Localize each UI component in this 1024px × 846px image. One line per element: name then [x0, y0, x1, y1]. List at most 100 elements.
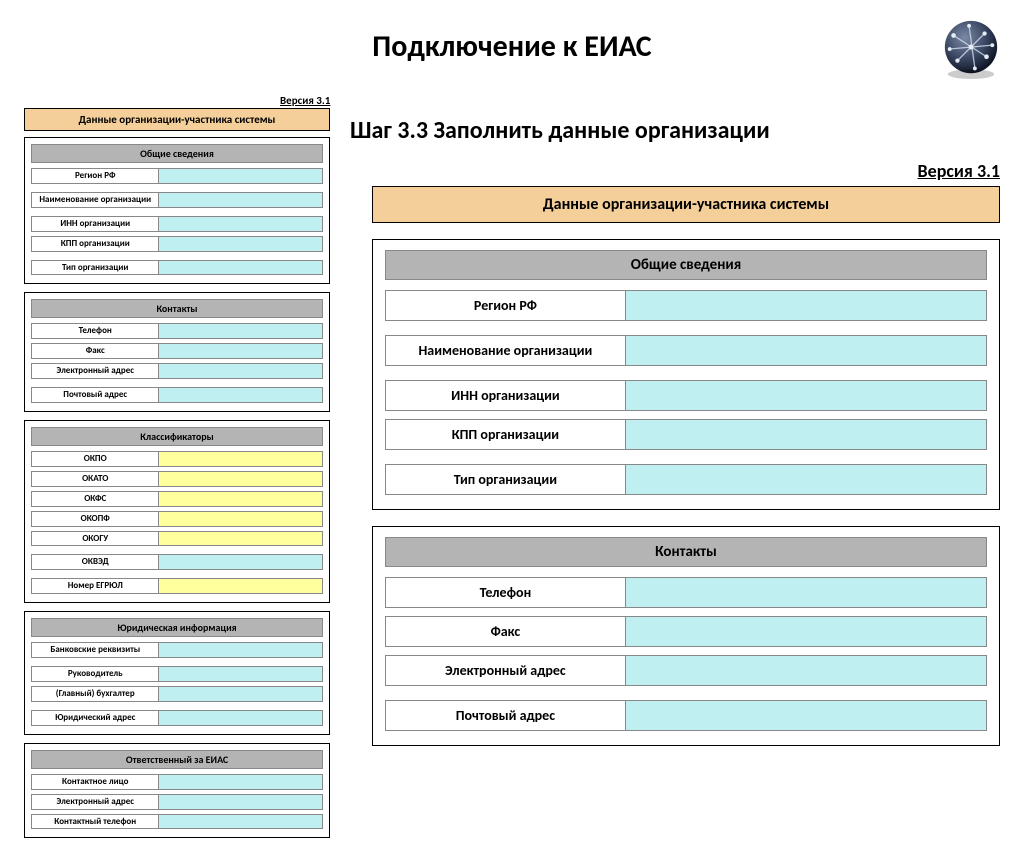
thumb-field-input[interactable] [159, 491, 323, 507]
thumb-field-input[interactable] [159, 363, 323, 379]
thumb-field-input[interactable] [159, 686, 323, 702]
thumb-field-input[interactable] [159, 642, 323, 658]
main-row: Телефон [385, 577, 987, 608]
thumb-row: ИНН организации [31, 216, 323, 232]
field-label: ИНН организации [385, 380, 626, 411]
field-label: Регион РФ [385, 290, 626, 321]
thumb-section-head: Юридическая информация [31, 618, 323, 637]
thumb-field-label: Номер ЕГРЮЛ [31, 578, 159, 594]
thumb-field-input[interactable] [159, 260, 323, 276]
globe-network-icon [940, 18, 1002, 80]
thumb-field-label: Факс [31, 343, 159, 359]
thumb-row: Контактное лицо [31, 774, 323, 790]
thumb-field-label: Юридический адрес [31, 710, 159, 726]
thumb-field-input[interactable] [159, 192, 323, 208]
field-input[interactable] [626, 464, 987, 495]
field-label: Наименование организации [385, 335, 626, 366]
version-label: Версия 3.1 [918, 160, 1000, 182]
thumb-field-input[interactable] [159, 578, 323, 594]
thumb-row: Юридический адрес [31, 710, 323, 726]
thumb-row: Телефон [31, 323, 323, 339]
thumb-row: ОКАТО [31, 471, 323, 487]
field-input[interactable] [626, 419, 987, 450]
thumb-field-input[interactable] [159, 710, 323, 726]
thumb-field-input[interactable] [159, 666, 323, 682]
thumb-row: ОКВЭД [31, 554, 323, 570]
thumb-field-label: Почтовый адрес [31, 387, 159, 403]
thumb-field-input[interactable] [159, 451, 323, 467]
thumb-row: Электронный адрес [31, 363, 323, 379]
thumb-field-label: ИНН организации [31, 216, 159, 232]
main-row: ИНН организации [385, 380, 987, 411]
field-input[interactable] [626, 335, 987, 366]
field-label: Телефон [385, 577, 626, 608]
thumb-row: Руководитель [31, 666, 323, 682]
thumb-field-label: Банковские реквизиты [31, 642, 159, 658]
field-label: Почтовый адрес [385, 700, 626, 731]
page-title: Подключение к ЕИАС [0, 28, 1024, 65]
thumb-field-input[interactable] [159, 236, 323, 252]
main-row: Регион РФ [385, 290, 987, 321]
thumb-field-label: Тип организации [31, 260, 159, 276]
thumb-row: ОКОГУ [31, 531, 323, 547]
thumb-field-label: ОКАТО [31, 471, 159, 487]
thumb-field-input[interactable] [159, 794, 323, 810]
thumb-section-head: Общие сведения [31, 144, 323, 163]
thumb-field-label: ОКОГУ [31, 531, 159, 547]
thumb-row: Контактный телефон [31, 814, 323, 830]
thumb-field-label: Регион РФ [31, 168, 159, 184]
thumb-field-input[interactable] [159, 814, 323, 830]
thumb-field-label: Руководитель [31, 666, 159, 682]
thumb-field-input[interactable] [159, 343, 323, 359]
thumb-row: ОКПО [31, 451, 323, 467]
thumb-field-input[interactable] [159, 471, 323, 487]
thumb-section-head: Ответственный за ЕИАС [31, 750, 323, 769]
thumb-row: Электронный адрес [31, 794, 323, 810]
thumb-row: КПП организации [31, 236, 323, 252]
main-row: Наименование организации [385, 335, 987, 366]
thumb-field-label: ОКПО [31, 451, 159, 467]
thumb-field-label: Электронный адрес [31, 363, 159, 379]
thumb-field-label: КПП организации [31, 236, 159, 252]
thumb-field-input[interactable] [159, 531, 323, 547]
thumb-row: Банковские реквизиты [31, 642, 323, 658]
main-panel: Общие сведенияРегион РФНаименование орга… [372, 239, 1000, 510]
thumb-field-input[interactable] [159, 774, 323, 790]
step-title: Шаг 3.3 Заполнить данные организации [350, 116, 770, 145]
thumb-version-label: Версия 3.1 [280, 94, 330, 107]
field-label: КПП организации [385, 419, 626, 450]
thumb-row: Регион РФ [31, 168, 323, 184]
field-input[interactable] [626, 380, 987, 411]
thumb-field-input[interactable] [159, 554, 323, 570]
field-input[interactable] [626, 655, 987, 686]
field-input[interactable] [626, 700, 987, 731]
thumb-field-label: ОКФС [31, 491, 159, 507]
thumb-field-label: ОКОПФ [31, 511, 159, 527]
thumb-row: ОКФС [31, 491, 323, 507]
thumb-form-preview: Данные организации-участника системы Общ… [24, 108, 330, 846]
thumb-field-input[interactable] [159, 323, 323, 339]
field-input[interactable] [626, 616, 987, 647]
thumb-field-label: (Главный) бухгалтер [31, 686, 159, 702]
thumb-field-label: Контактное лицо [31, 774, 159, 790]
field-input[interactable] [626, 577, 987, 608]
field-label: Факс [385, 616, 626, 647]
thumb-row: Номер ЕГРЮЛ [31, 578, 323, 594]
main-section-head: Контакты [385, 537, 987, 567]
main-row: Почтовый адрес [385, 700, 987, 731]
thumb-field-input[interactable] [159, 168, 323, 184]
main-row: Электронный адрес [385, 655, 987, 686]
thumb-section-head: Контакты [31, 299, 323, 318]
thumb-field-input[interactable] [159, 387, 323, 403]
thumb-field-label: Электронный адрес [31, 794, 159, 810]
thumb-field-label: Наименование организации [31, 192, 159, 208]
thumb-field-input[interactable] [159, 511, 323, 527]
thumb-section-head: Классификаторы [31, 427, 323, 446]
field-input[interactable] [626, 290, 987, 321]
thumb-field-label: Контактный телефон [31, 814, 159, 830]
thumb-field-label: ОКВЭД [31, 554, 159, 570]
thumb-field-input[interactable] [159, 216, 323, 232]
field-label: Электронный адрес [385, 655, 626, 686]
thumb-row: Факс [31, 343, 323, 359]
thumb-row: (Главный) бухгалтер [31, 686, 323, 702]
